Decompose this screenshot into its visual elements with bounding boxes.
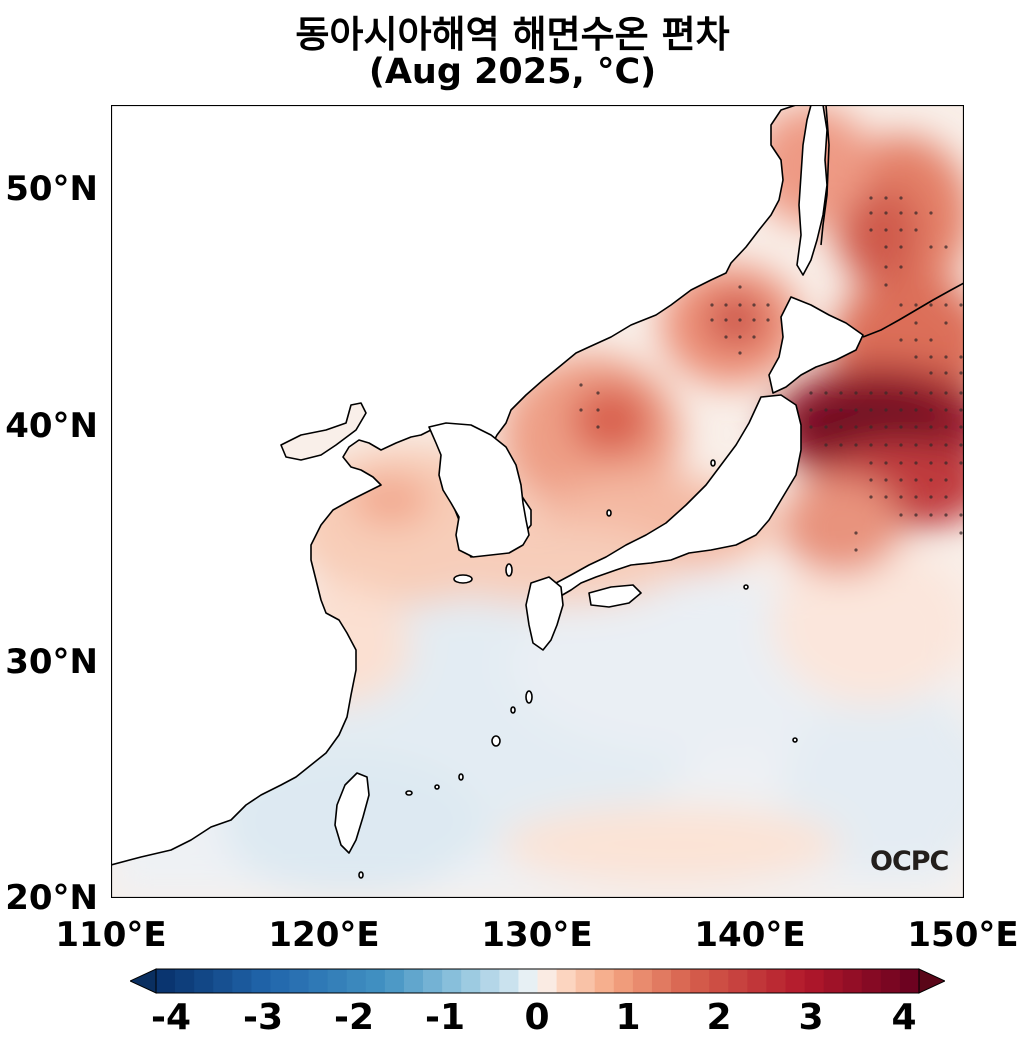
colorbar-cell	[480, 969, 500, 993]
colorbar-cell	[270, 969, 290, 993]
map-title: 동아시아해역 해면수온 편차	[295, 13, 730, 56]
lat-label-20: 20°N	[5, 878, 98, 918]
significance-stipple	[579, 196, 963, 552]
colorbar-cell	[880, 969, 901, 993]
colorbar-cell	[651, 969, 672, 993]
map-frame	[111, 105, 964, 898]
colorbar-cell	[690, 969, 710, 993]
lon-label-120: 120°E	[268, 915, 380, 955]
colorbar-tick: 3	[798, 997, 824, 1038]
colorbar-cell	[671, 969, 691, 993]
colorbar-cell	[785, 969, 805, 993]
colorbar-cell	[861, 969, 882, 993]
colorbar	[130, 968, 945, 994]
colorbar-cell	[308, 969, 329, 993]
colorbar-cell	[289, 969, 309, 993]
colorbar-extend-high	[918, 968, 945, 994]
ocpc-logo: OCPC	[870, 846, 949, 877]
colorbar-cell	[537, 969, 557, 993]
colorbar-cell	[804, 969, 825, 993]
colorbar-cell	[499, 969, 519, 993]
colorbar-cell	[175, 969, 195, 993]
colorbar-tick: -3	[243, 997, 283, 1038]
colorbar-cell	[213, 969, 233, 993]
colorbar-cells	[156, 969, 920, 993]
lat-label-30: 30°N	[5, 642, 98, 682]
colorbar-cell	[251, 969, 271, 993]
colorbar-cell	[232, 969, 252, 993]
lon-label-130: 130°E	[481, 915, 593, 955]
colorbar-cell	[613, 969, 634, 993]
lon-label-140: 140°E	[694, 915, 806, 955]
colorbar-cell	[632, 969, 653, 993]
colorbar-cell	[842, 969, 863, 993]
colorbar-cell	[403, 969, 424, 993]
colorbar-tick: -4	[151, 997, 191, 1038]
colorbar-cell	[709, 969, 729, 993]
colorbar-cell	[518, 969, 538, 993]
colorbar-tick: 4	[891, 997, 917, 1038]
colorbar-cell	[442, 969, 462, 993]
colorbar-cell	[766, 969, 786, 993]
colorbar-cell	[461, 969, 481, 993]
anomaly-field	[111, 105, 964, 898]
colorbar-tick: -1	[425, 997, 465, 1038]
lon-label-150: 150°E	[907, 915, 1019, 955]
colorbar-cell	[823, 969, 844, 993]
colorbar-cell	[728, 969, 748, 993]
colorbar-frame	[155, 968, 920, 994]
lat-label-50: 50°N	[5, 169, 98, 209]
land-coastlines	[111, 105, 964, 879]
colorbar-tick: 2	[706, 997, 732, 1038]
colorbar-cell	[194, 969, 214, 993]
map-subtitle: (Aug 2025, °C)	[368, 52, 657, 92]
colorbar-cell	[327, 969, 348, 993]
colorbar-cell	[156, 969, 176, 993]
colorbar-cell	[346, 969, 367, 993]
colorbar-tick: 0	[524, 997, 550, 1038]
colorbar-cell	[365, 969, 386, 993]
sst-anomaly-map	[111, 105, 964, 898]
colorbar-cell	[423, 969, 443, 993]
colorbar-cell	[556, 969, 577, 993]
colorbar-cell	[594, 969, 615, 993]
colorbar-tick: -2	[334, 997, 374, 1038]
colorbar-extend-low	[130, 968, 157, 994]
lat-label-40: 40°N	[5, 406, 98, 446]
colorbar-tick: 1	[615, 997, 641, 1038]
colorbar-cell	[747, 969, 767, 993]
colorbar-cell	[575, 969, 596, 993]
colorbar-cell	[899, 969, 920, 993]
lon-label-110: 110°E	[55, 915, 167, 955]
colorbar-cell	[384, 969, 405, 993]
